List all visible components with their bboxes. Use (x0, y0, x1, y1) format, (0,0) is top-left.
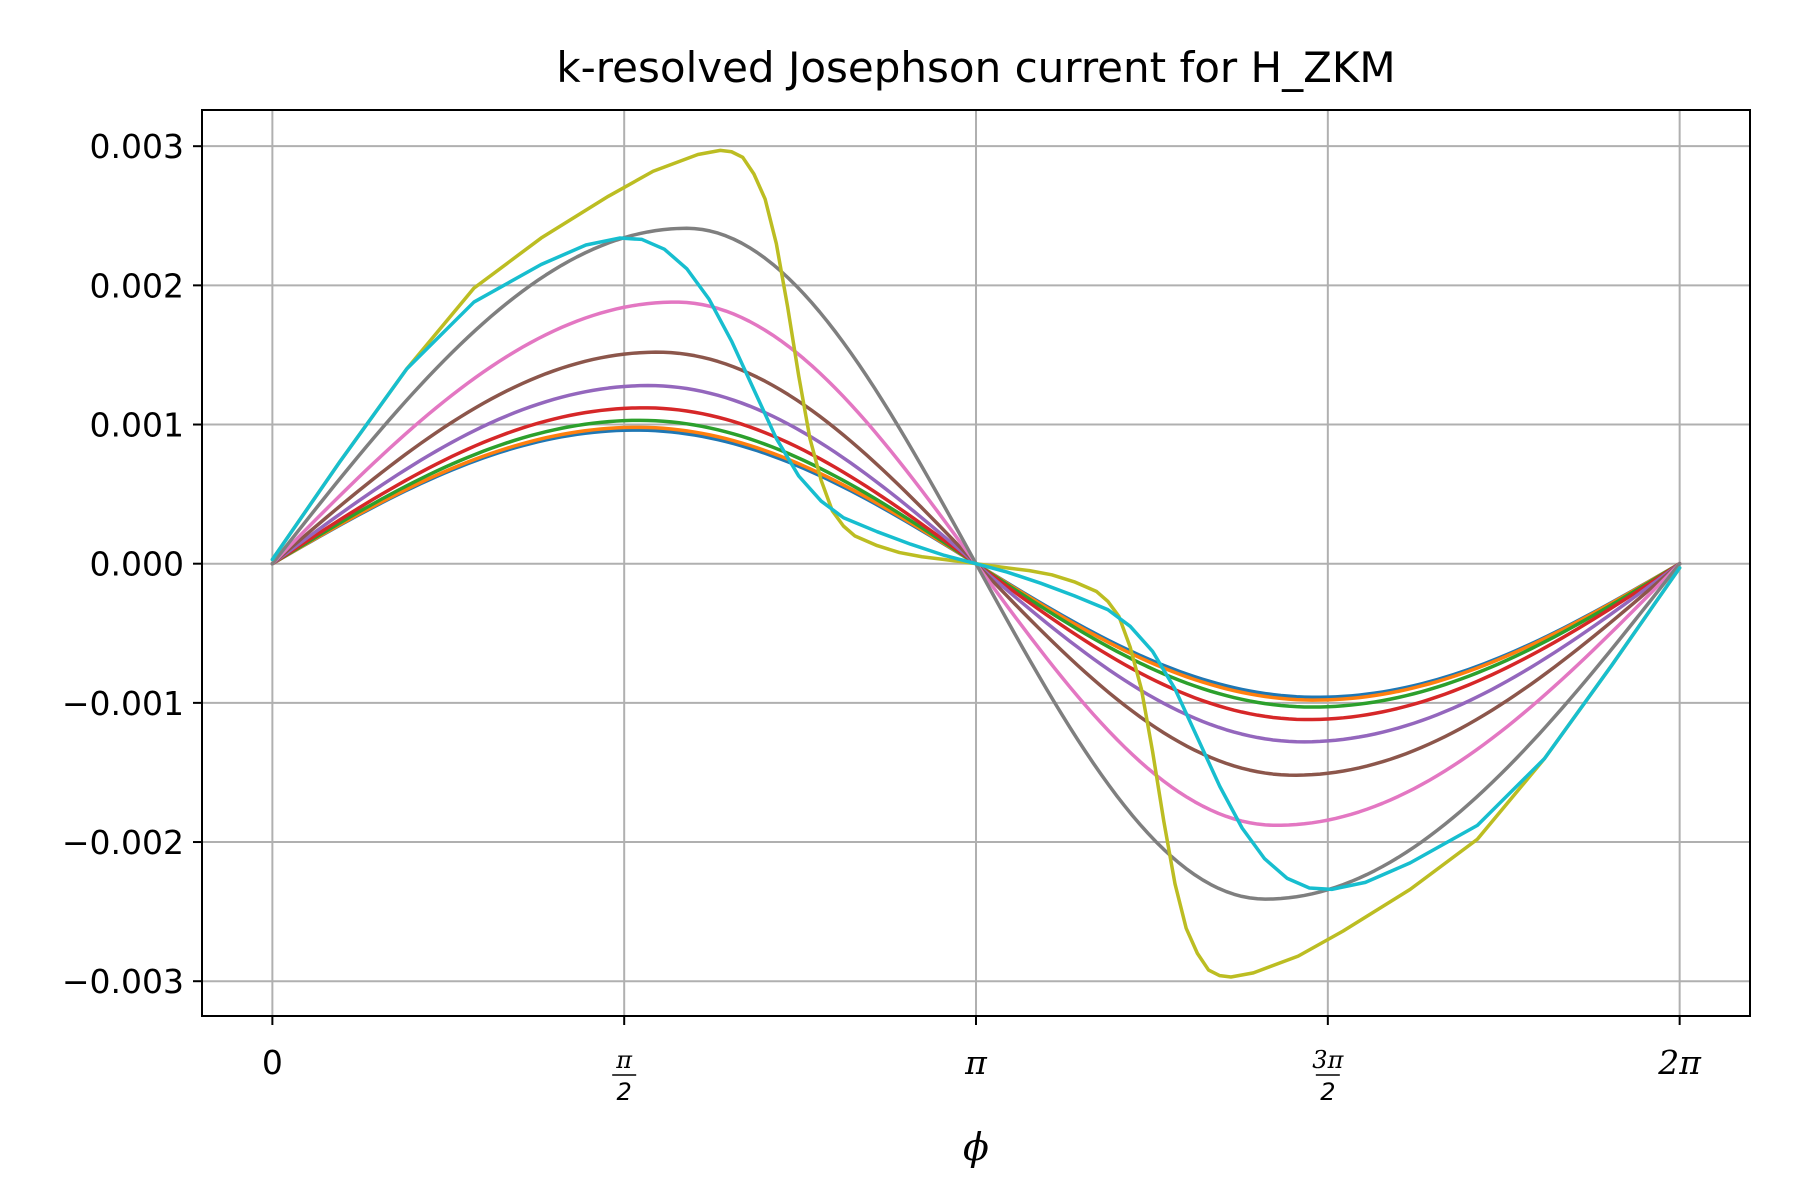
x-tick-label-denominator: 2 (1320, 1078, 1335, 1106)
x-tick-label: 2π (1657, 1043, 1702, 1082)
y-tick-label: 0.000 (90, 545, 184, 584)
x-tick-label: π (964, 1043, 988, 1082)
x-tick-label-numerator: 3π (1312, 1046, 1344, 1074)
y-axis-ticks: 0.003 0.002 0.001 0.000 −0.001 −0.002 −0.003 (62, 127, 202, 1001)
y-tick-label: −0.003 (62, 962, 184, 1001)
chart-title: k-resolved Josephson current for H_ZKM (556, 43, 1395, 92)
x-axis-label: ϕ (963, 1125, 989, 1169)
x-tick-label: 0 (262, 1043, 283, 1082)
y-tick-label: 0.002 (90, 266, 184, 305)
series-lines (270, 148, 1682, 979)
x-tick-label-numerator: π (615, 1046, 633, 1074)
y-tick-label: 0.001 (90, 406, 184, 445)
y-tick-label: −0.002 (62, 823, 184, 862)
series-line-10 (270, 236, 1682, 892)
y-tick-label: 0.003 (90, 127, 184, 166)
y-tick-label: −0.001 (62, 684, 184, 723)
x-tick-label-denominator: 2 (617, 1078, 632, 1106)
